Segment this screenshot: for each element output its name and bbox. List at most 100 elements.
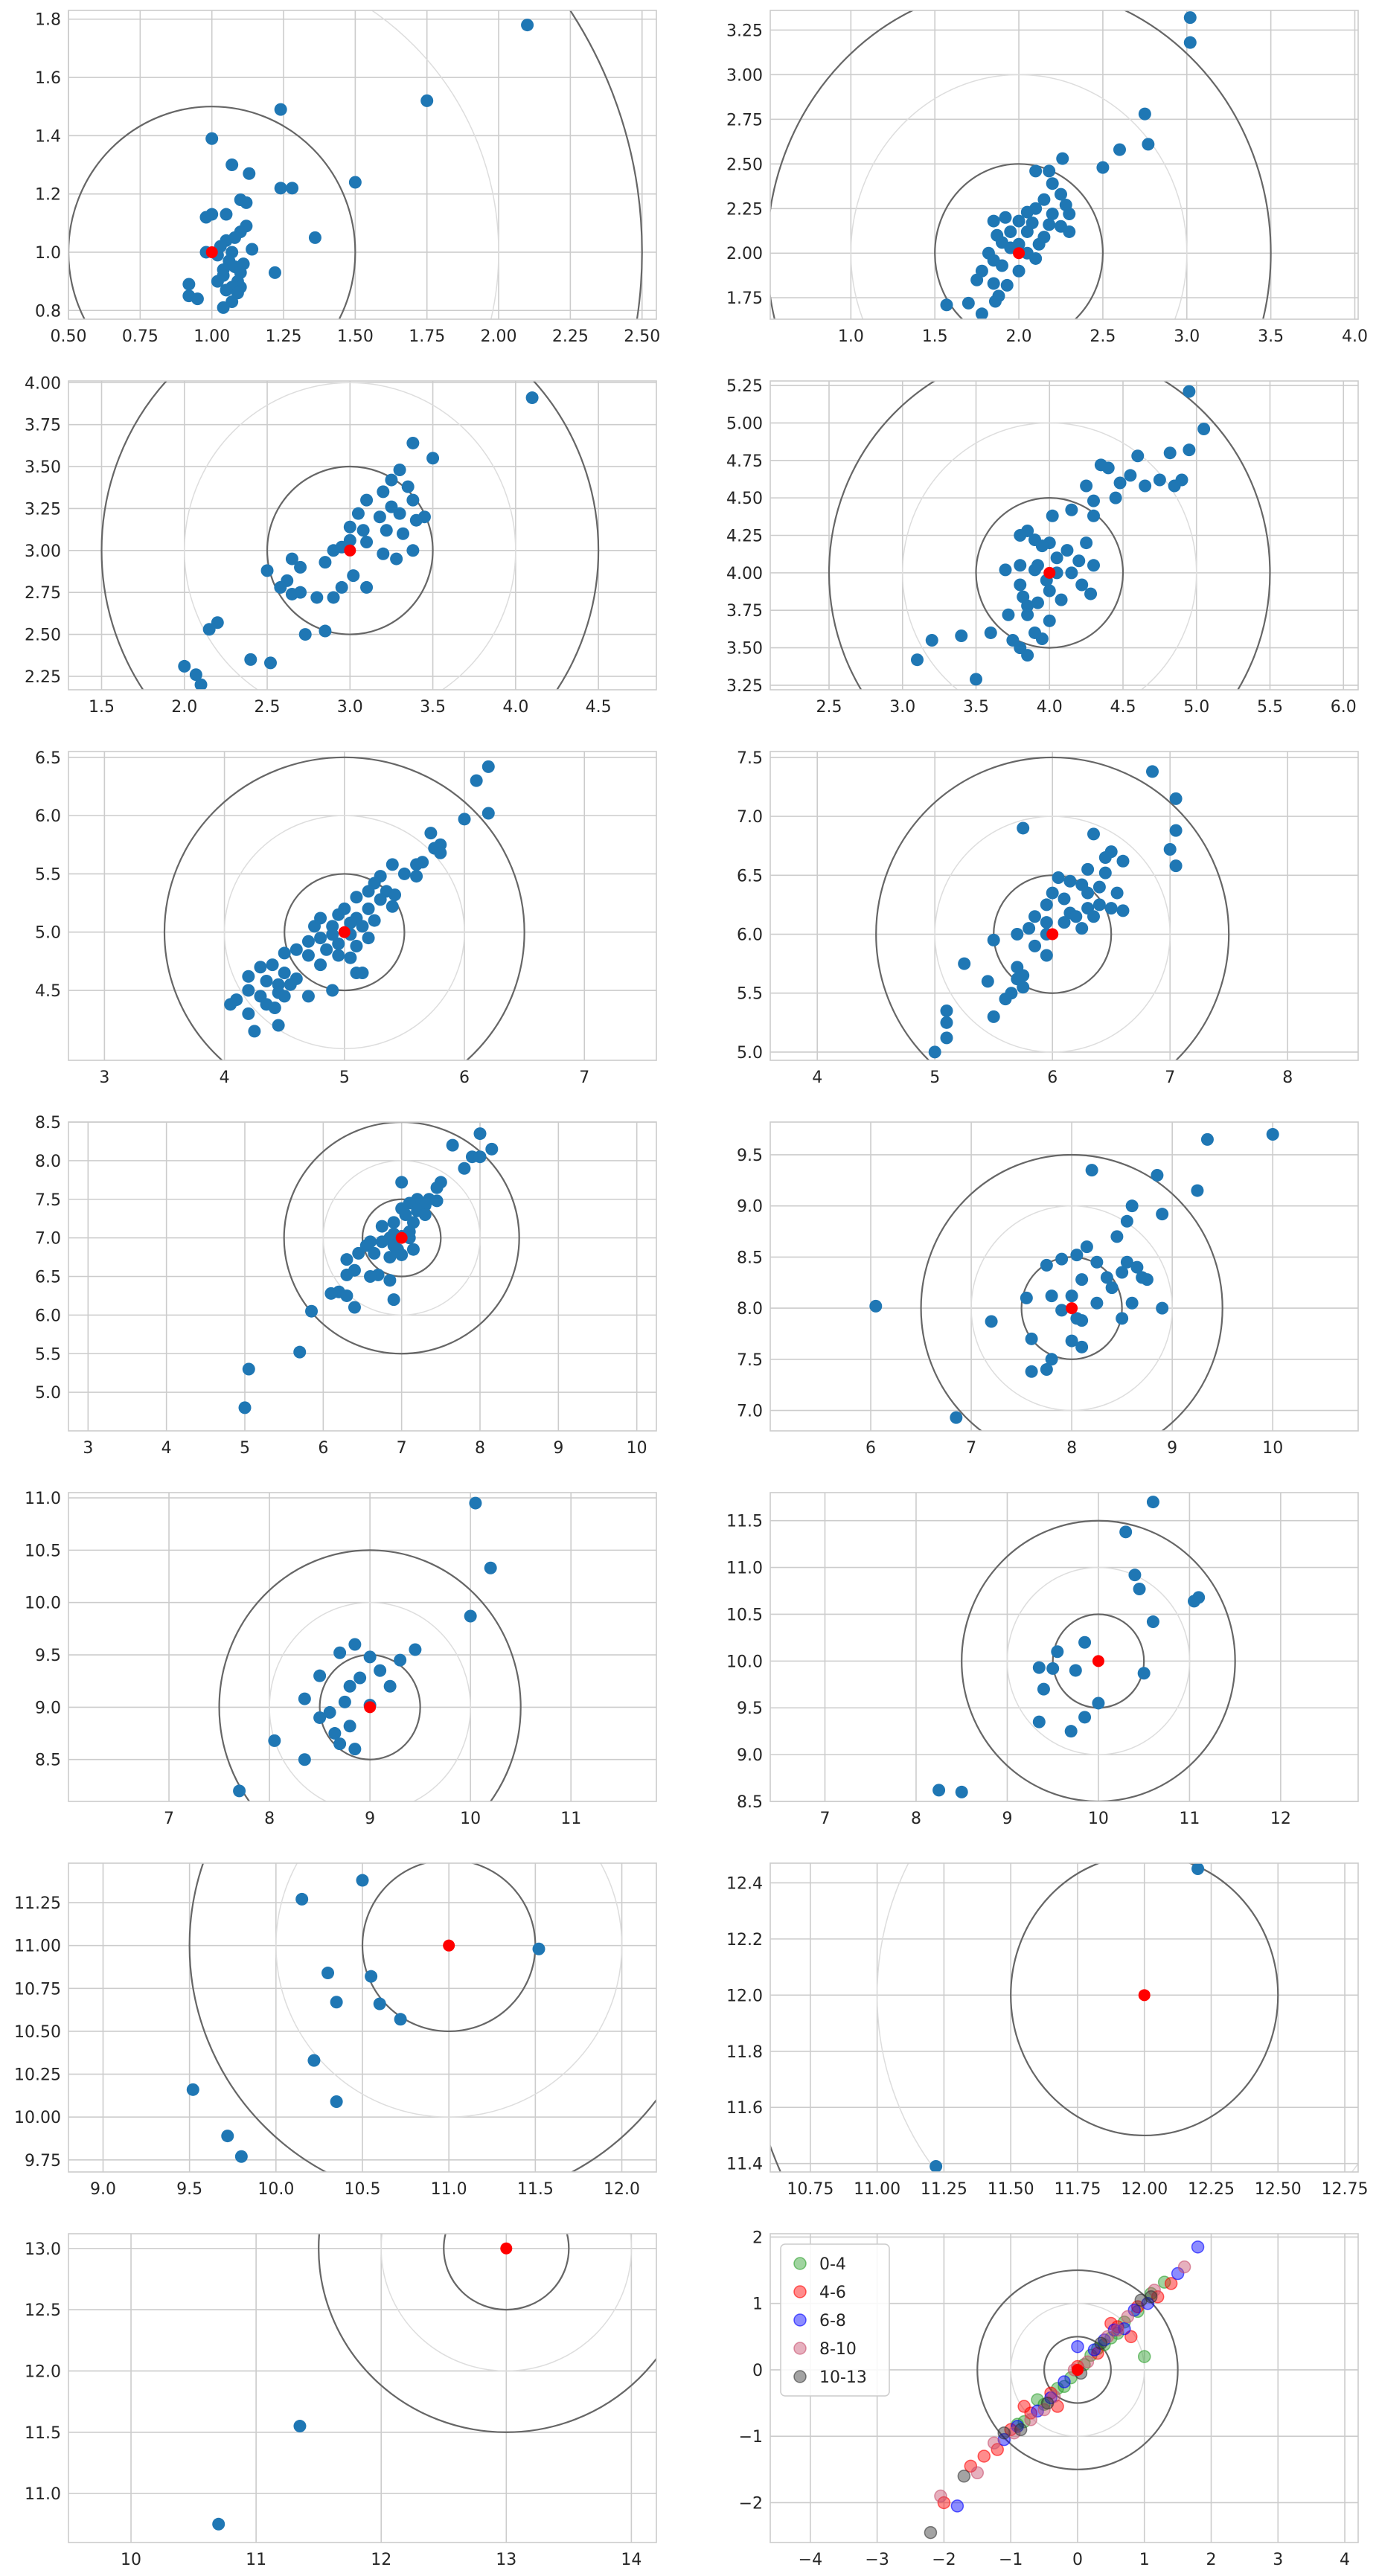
data-point-0-4	[1031, 2393, 1044, 2406]
data-point	[242, 970, 255, 983]
subplot-13: 10 11 12 13 14 11.0 11.5 12.0 12.5 13.0	[25, 2233, 657, 2569]
y-tick-label: 2.00	[726, 245, 763, 263]
data-point	[348, 1301, 361, 1314]
data-point	[446, 1138, 459, 1152]
data-point	[1109, 491, 1122, 504]
data-point	[285, 552, 298, 565]
data-point	[1169, 859, 1183, 873]
x-tick-label: 1.00	[193, 327, 230, 346]
y-tick-label: 10.0	[25, 1595, 61, 1613]
y-tick-label: 12.2	[726, 1931, 763, 1949]
y-tick-label: 4.00	[726, 565, 763, 583]
radius-circle	[188, 1863, 656, 2172]
x-tick-label: 7	[819, 1810, 830, 1828]
data-point	[234, 2150, 248, 2163]
data-point	[1075, 922, 1089, 935]
data-point	[1040, 949, 1053, 962]
data-point	[1146, 1615, 1159, 1629]
data-point	[260, 975, 273, 988]
center-point	[338, 926, 351, 938]
data-point	[970, 273, 984, 286]
data-point	[1045, 1289, 1058, 1303]
axes-frame	[68, 1862, 657, 2173]
data-point	[343, 1679, 356, 1693]
data-point	[1092, 1696, 1105, 1710]
data-point	[313, 1669, 327, 1682]
x-tick-label: 5	[930, 1068, 940, 1087]
legend-label: 10-13	[819, 2368, 867, 2387]
center-point	[443, 1939, 455, 1952]
data-point	[1064, 1725, 1078, 1738]
data-point	[987, 214, 1000, 228]
y-tick-label: 4.5	[35, 982, 61, 1001]
y-tick-label: 1.0	[35, 244, 61, 263]
data-point	[1065, 1334, 1078, 1348]
data-point-8-10	[1047, 2389, 1061, 2403]
data-point	[1153, 473, 1166, 487]
y-tick-label: 11.6	[726, 2099, 763, 2118]
x-tick-label: 1	[1139, 2551, 1150, 2569]
data-point	[194, 678, 208, 690]
data-point	[1070, 1249, 1084, 1262]
radius-circle	[976, 2269, 1179, 2470]
data-point	[1078, 1635, 1092, 1649]
data-point	[1043, 584, 1056, 597]
center-point	[1138, 1989, 1151, 2002]
data-point	[368, 1246, 381, 1260]
y-tick-label: 6.0	[737, 926, 763, 945]
data-point	[1116, 1266, 1129, 1279]
data-point	[1055, 1304, 1069, 1317]
data-point	[328, 1727, 342, 1740]
data-point	[950, 1411, 963, 1424]
data-point	[932, 1784, 946, 1797]
data-point	[1021, 599, 1034, 612]
data-point	[274, 103, 287, 116]
data-point-4-6	[964, 2459, 978, 2473]
data-point	[377, 547, 390, 560]
data-points	[178, 391, 539, 690]
data-point	[246, 243, 259, 256]
data-point	[1035, 632, 1049, 646]
data-point	[332, 908, 345, 921]
data-point	[1040, 1363, 1053, 1377]
subplot-7: 3 4 5 6 7 8 9 10 5.0 5.5 6.0 6.5 7.0 7.5 8.0 8.5	[35, 1114, 657, 1458]
data-point	[374, 1664, 387, 1677]
y-tick-label: 2	[752, 2229, 763, 2247]
axes-frame	[770, 380, 1359, 691]
data-point	[1014, 578, 1027, 592]
data-point	[434, 846, 447, 859]
data-points	[940, 11, 1197, 319]
data-point	[1031, 596, 1044, 609]
x-tick-label: 8	[1066, 1439, 1077, 1458]
y-tick-label: 9.0	[737, 1198, 763, 1217]
y-tick-label: 1.8	[35, 11, 61, 30]
y-tick-label: 3.25	[726, 677, 763, 696]
data-point	[266, 958, 279, 972]
data-point-0-4	[1058, 2380, 1071, 2394]
x-tick-label: 3	[83, 1439, 93, 1458]
x-tick-label: 5.0	[1183, 698, 1209, 717]
x-tick-label: 0.50	[51, 327, 87, 346]
data-point-10-13	[924, 2525, 938, 2540]
y-tick-label: 1.2	[35, 186, 61, 205]
y-tick-label: 0.8	[35, 302, 61, 321]
data-point	[298, 628, 312, 641]
data-point	[962, 296, 975, 310]
x-tick-label: 11.0	[431, 2180, 467, 2199]
data-point	[1014, 559, 1027, 572]
x-tick-label: 12.75	[1322, 2180, 1369, 2199]
data-point	[409, 1643, 422, 1656]
x-tick-label: 1.25	[266, 327, 302, 346]
range-circles	[828, 381, 1271, 690]
y-tick-label: 5.0	[35, 924, 61, 943]
radius-circle	[163, 756, 525, 1060]
y-tick-label: 8.0	[737, 1300, 763, 1319]
data-point	[1124, 469, 1137, 482]
radius-circle	[828, 381, 1271, 690]
data-point	[1020, 205, 1034, 219]
y-tick-label: 5.0	[737, 1044, 763, 1063]
data-point	[326, 928, 339, 941]
x-tick-label: 4	[812, 1068, 822, 1087]
x-tick-label: 11	[1179, 1810, 1200, 1828]
x-tick-label: −1	[999, 2551, 1023, 2569]
